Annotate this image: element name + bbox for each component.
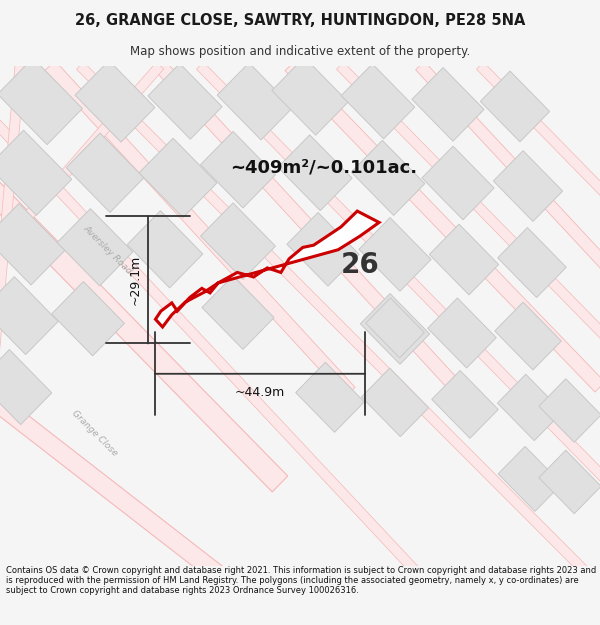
Polygon shape	[539, 450, 600, 514]
Text: ~29.1m: ~29.1m	[129, 255, 142, 305]
Polygon shape	[539, 379, 600, 442]
Text: Contains OS data © Crown copyright and database right 2021. This information is : Contains OS data © Crown copyright and d…	[6, 566, 596, 596]
Polygon shape	[493, 151, 563, 221]
Polygon shape	[139, 138, 217, 218]
Polygon shape	[365, 298, 424, 358]
Polygon shape	[361, 294, 430, 364]
Text: 26: 26	[341, 251, 379, 279]
Polygon shape	[45, 61, 355, 397]
Polygon shape	[0, 113, 424, 579]
Polygon shape	[497, 374, 563, 441]
Text: ~44.9m: ~44.9m	[235, 386, 285, 399]
Text: Grange Close: Grange Close	[70, 408, 119, 458]
Polygon shape	[361, 368, 428, 437]
Polygon shape	[287, 213, 359, 286]
Polygon shape	[76, 62, 600, 600]
Text: 26, GRANGE CLOSE, SAWTRY, HUNTINGDON, PE28 5NA: 26, GRANGE CLOSE, SAWTRY, HUNTINGDON, PE…	[75, 13, 525, 28]
Polygon shape	[495, 302, 561, 370]
Polygon shape	[498, 446, 562, 511]
Polygon shape	[0, 349, 52, 424]
Polygon shape	[412, 68, 484, 141]
Polygon shape	[217, 62, 293, 140]
Polygon shape	[148, 64, 222, 139]
Polygon shape	[155, 211, 379, 327]
Polygon shape	[422, 146, 494, 220]
Polygon shape	[200, 203, 275, 279]
Polygon shape	[0, 62, 164, 263]
Polygon shape	[278, 135, 352, 211]
Polygon shape	[430, 224, 499, 295]
Polygon shape	[272, 58, 348, 135]
Polygon shape	[66, 133, 144, 212]
Polygon shape	[416, 61, 600, 274]
Polygon shape	[57, 209, 133, 286]
Polygon shape	[155, 61, 475, 408]
Polygon shape	[0, 203, 65, 285]
Polygon shape	[0, 130, 72, 216]
Polygon shape	[0, 180, 288, 492]
Polygon shape	[337, 62, 600, 345]
Polygon shape	[341, 64, 415, 139]
Polygon shape	[200, 131, 275, 208]
Polygon shape	[202, 276, 274, 349]
Polygon shape	[0, 390, 226, 583]
Polygon shape	[52, 281, 124, 356]
Polygon shape	[0, 58, 82, 144]
Polygon shape	[296, 362, 364, 432]
Text: Map shows position and indicative extent of the property.: Map shows position and indicative extent…	[130, 46, 470, 58]
Polygon shape	[127, 211, 203, 288]
Polygon shape	[481, 71, 550, 142]
Polygon shape	[351, 141, 425, 216]
Polygon shape	[285, 61, 600, 392]
Polygon shape	[359, 217, 431, 291]
Polygon shape	[428, 298, 496, 368]
Text: Aversley Road: Aversley Road	[82, 223, 134, 276]
Polygon shape	[476, 62, 600, 202]
Text: ~409m²/~0.101ac.: ~409m²/~0.101ac.	[230, 159, 417, 177]
Polygon shape	[75, 61, 155, 142]
Polygon shape	[196, 62, 600, 488]
Polygon shape	[0, 65, 25, 403]
Polygon shape	[432, 371, 498, 438]
Polygon shape	[498, 228, 566, 298]
Polygon shape	[0, 277, 58, 354]
